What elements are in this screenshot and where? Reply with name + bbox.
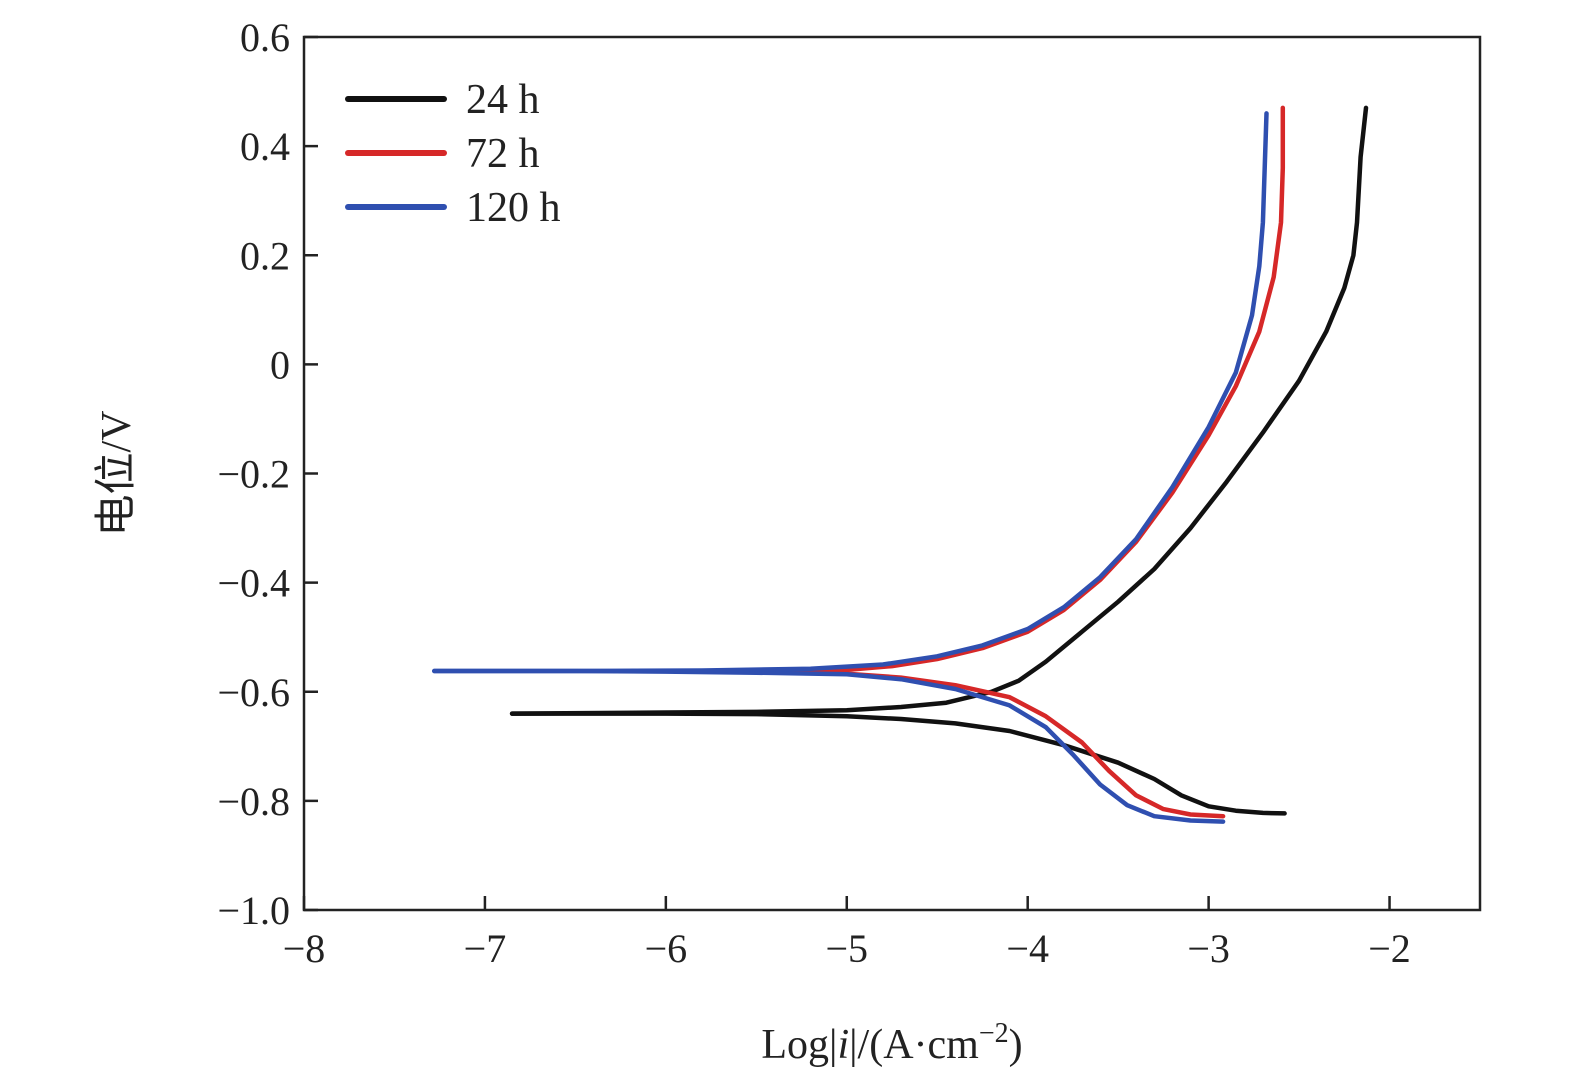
x-tick-label: −6 bbox=[645, 926, 688, 971]
series-24h-anodic-line bbox=[509, 105, 1369, 716]
y-tick-label: 0.2 bbox=[240, 233, 290, 278]
polarization-curves bbox=[432, 105, 1369, 824]
y-tick-label: −0.6 bbox=[217, 670, 290, 715]
x-axis-title-suffix: ) bbox=[1009, 1022, 1023, 1068]
y-tick-label: −0.4 bbox=[217, 561, 290, 606]
x-axis-title-prefix: Log| bbox=[761, 1022, 837, 1068]
x-axis-ticks: −8 −7 −6 −5 −4 −3 −2 bbox=[283, 896, 1411, 971]
y-axis-ticks: 0.6 0.4 0.2 0 −0.2 −0.4 −0.6 −0.8 −1.0 bbox=[217, 15, 318, 933]
y-tick-label: −1.0 bbox=[217, 888, 290, 933]
legend: 24 h 72 h 120 h bbox=[345, 77, 561, 231]
legend-label: 120 h bbox=[466, 185, 561, 231]
legend-label: 24 h bbox=[466, 77, 540, 123]
x-tick-label: −3 bbox=[1187, 926, 1230, 971]
x-axis-title-superscript: −2 bbox=[979, 1018, 1009, 1049]
x-tick-label: −2 bbox=[1368, 926, 1411, 971]
series-120h-anodic-line bbox=[432, 111, 1269, 674]
y-tick-label: −0.8 bbox=[217, 779, 290, 824]
x-axis-title-middle: |/(A·cm bbox=[849, 1022, 979, 1068]
y-tick-label: 0.6 bbox=[240, 15, 290, 60]
series-72h-anodic-line bbox=[699, 105, 1286, 674]
x-tick-label: −8 bbox=[283, 926, 326, 971]
x-tick-label: −7 bbox=[464, 926, 507, 971]
x-tick-label: −5 bbox=[825, 926, 868, 971]
y-axis-title: 电位/V bbox=[93, 410, 140, 536]
legend-label: 72 h bbox=[466, 131, 540, 177]
x-axis-title: Log|i|/(A·cm−2) bbox=[761, 1018, 1022, 1068]
y-tick-label: 0 bbox=[270, 342, 290, 387]
series-120h-cathodic-line bbox=[432, 668, 1226, 824]
plot-frame bbox=[302, 35, 1482, 912]
y-tick-label: −0.2 bbox=[217, 452, 290, 497]
x-axis-title-italic: i bbox=[837, 1022, 849, 1068]
series-24h-cathodic-line bbox=[509, 711, 1287, 816]
y-tick-label: 0.4 bbox=[240, 124, 290, 169]
x-tick-label: −4 bbox=[1006, 926, 1049, 971]
